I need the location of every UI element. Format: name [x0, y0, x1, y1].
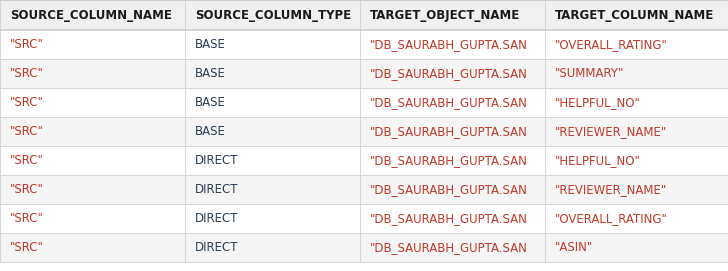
Text: TARGET_COLUMN_NAME: TARGET_COLUMN_NAME	[555, 8, 714, 21]
Text: "ASIN": "ASIN"	[555, 241, 593, 254]
Text: "SRC": "SRC"	[10, 154, 44, 167]
Text: "REVIEWER_NAME": "REVIEWER_NAME"	[555, 183, 668, 196]
Text: "HELPFUL_NO": "HELPFUL_NO"	[555, 96, 641, 109]
Text: DIRECT: DIRECT	[195, 241, 239, 254]
Text: "DB_SAURABH_GUPTA.SAN: "DB_SAURABH_GUPTA.SAN	[370, 38, 528, 51]
Text: DIRECT: DIRECT	[195, 154, 239, 167]
Text: "SRC": "SRC"	[10, 96, 44, 109]
Text: "HELPFUL_NO": "HELPFUL_NO"	[555, 154, 641, 167]
Text: "SRC": "SRC"	[10, 125, 44, 138]
Bar	[0, 88, 728, 117]
Bar	[0, 204, 728, 233]
Text: "DB_SAURABH_GUPTA.SAN: "DB_SAURABH_GUPTA.SAN	[370, 125, 528, 138]
Bar	[0, 146, 728, 175]
Text: SOURCE_COLUMN_TYPE: SOURCE_COLUMN_TYPE	[195, 8, 351, 21]
Text: "DB_SAURABH_GUPTA.SAN: "DB_SAURABH_GUPTA.SAN	[370, 96, 528, 109]
Text: "DB_SAURABH_GUPTA.SAN: "DB_SAURABH_GUPTA.SAN	[370, 154, 528, 167]
Bar	[0, 175, 728, 204]
Bar	[0, 59, 728, 88]
Text: "OVERALL_RATING": "OVERALL_RATING"	[555, 212, 668, 225]
Text: "DB_SAURABH_GUPTA.SAN: "DB_SAURABH_GUPTA.SAN	[370, 212, 528, 225]
Text: "SRC": "SRC"	[10, 38, 44, 51]
Text: "DB_SAURABH_GUPTA.SAN: "DB_SAURABH_GUPTA.SAN	[370, 241, 528, 254]
Text: "DB_SAURABH_GUPTA.SAN: "DB_SAURABH_GUPTA.SAN	[370, 183, 528, 196]
Bar	[0, 117, 728, 146]
Text: "SRC": "SRC"	[10, 67, 44, 80]
Bar	[0, 30, 728, 59]
Text: DIRECT: DIRECT	[195, 183, 239, 196]
Text: BASE: BASE	[195, 96, 226, 109]
Bar	[0, 0, 728, 30]
Text: SOURCE_COLUMN_NAME: SOURCE_COLUMN_NAME	[10, 8, 172, 21]
Text: "SRC": "SRC"	[10, 183, 44, 196]
Text: DIRECT: DIRECT	[195, 212, 239, 225]
Text: "REVIEWER_NAME": "REVIEWER_NAME"	[555, 125, 668, 138]
Text: "SRC": "SRC"	[10, 241, 44, 254]
Text: "DB_SAURABH_GUPTA.SAN: "DB_SAURABH_GUPTA.SAN	[370, 67, 528, 80]
Text: BASE: BASE	[195, 67, 226, 80]
Text: "SUMMARY": "SUMMARY"	[555, 67, 625, 80]
Text: BASE: BASE	[195, 38, 226, 51]
Text: BASE: BASE	[195, 125, 226, 138]
Text: "SRC": "SRC"	[10, 212, 44, 225]
Bar	[0, 233, 728, 262]
Text: TARGET_OBJECT_NAME: TARGET_OBJECT_NAME	[370, 8, 521, 21]
Text: "OVERALL_RATING": "OVERALL_RATING"	[555, 38, 668, 51]
